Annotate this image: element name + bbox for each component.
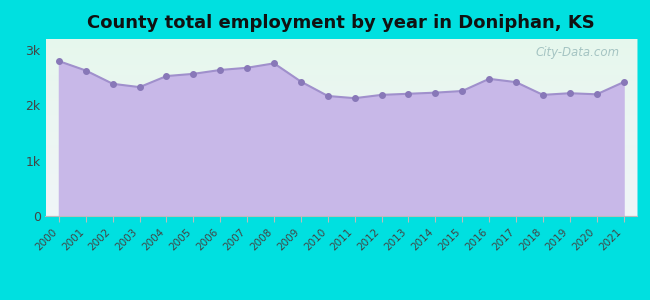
Point	[430, 90, 441, 95]
Point	[161, 74, 172, 79]
Point	[376, 92, 387, 97]
Point	[618, 80, 629, 85]
Point	[81, 68, 91, 73]
Point	[592, 92, 602, 97]
Point	[242, 65, 252, 70]
Text: City-Data.com: City-Data.com	[535, 46, 619, 59]
Point	[296, 79, 306, 84]
Point	[322, 94, 333, 98]
Point	[269, 61, 280, 66]
Point	[215, 68, 226, 72]
Point	[135, 85, 145, 89]
Point	[538, 92, 548, 97]
Point	[511, 80, 521, 85]
Title: County total employment by year in Doniphan, KS: County total employment by year in Donip…	[87, 14, 595, 32]
Point	[457, 88, 467, 93]
Point	[403, 92, 413, 96]
Point	[188, 71, 198, 76]
Point	[54, 59, 64, 64]
Point	[107, 81, 118, 86]
Point	[350, 96, 360, 100]
Point	[565, 91, 575, 96]
Point	[484, 76, 494, 81]
